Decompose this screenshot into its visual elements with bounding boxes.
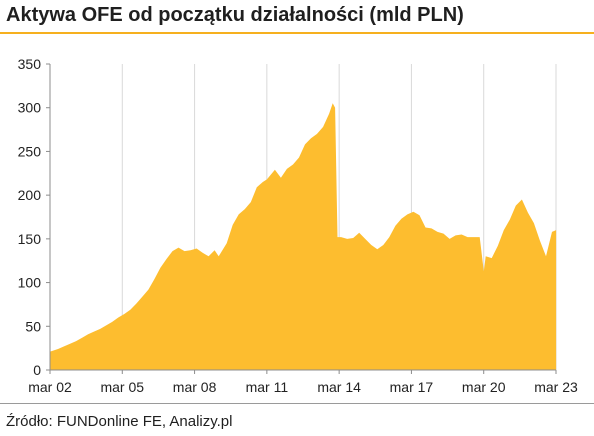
x-tick-label: mar 14 (317, 379, 361, 395)
area-fill (50, 103, 557, 371)
y-tick-label: 200 (18, 187, 42, 203)
axes (46, 63, 557, 374)
x-tick-label: mar 08 (173, 379, 217, 395)
x-tick-label: mar 20 (462, 379, 506, 395)
title-underline (0, 32, 594, 34)
y-tick-label: 50 (25, 318, 41, 334)
y-tick-labels: 0 50 100 150 200 250 300 350 (18, 56, 42, 378)
source-note: Źródło: FUNDonline FE, Analizy.pl (6, 413, 233, 430)
y-tick-label: 350 (18, 56, 42, 72)
y-tick-label: 300 (18, 100, 42, 116)
area-series (50, 103, 557, 371)
x-tick-label: mar 11 (246, 379, 289, 395)
y-tick-label: 100 (18, 275, 42, 291)
y-tick-label: 150 (18, 231, 42, 247)
x-tick-label: mar 02 (28, 379, 72, 395)
y-tick-label: 250 (18, 143, 42, 159)
chart-title: Aktywa OFE od początku działalności (mld… (6, 4, 464, 26)
x-tick-labels: mar 02 mar 05 mar 08 mar 11 mar 14 mar 17 mar … (28, 379, 578, 395)
y-tick-label: 0 (33, 362, 41, 378)
footer-divider (0, 403, 594, 404)
x-tick-label: mar 17 (390, 379, 434, 395)
x-tick-label: mar 23 (534, 379, 578, 395)
x-tick-label: mar 05 (100, 379, 144, 395)
